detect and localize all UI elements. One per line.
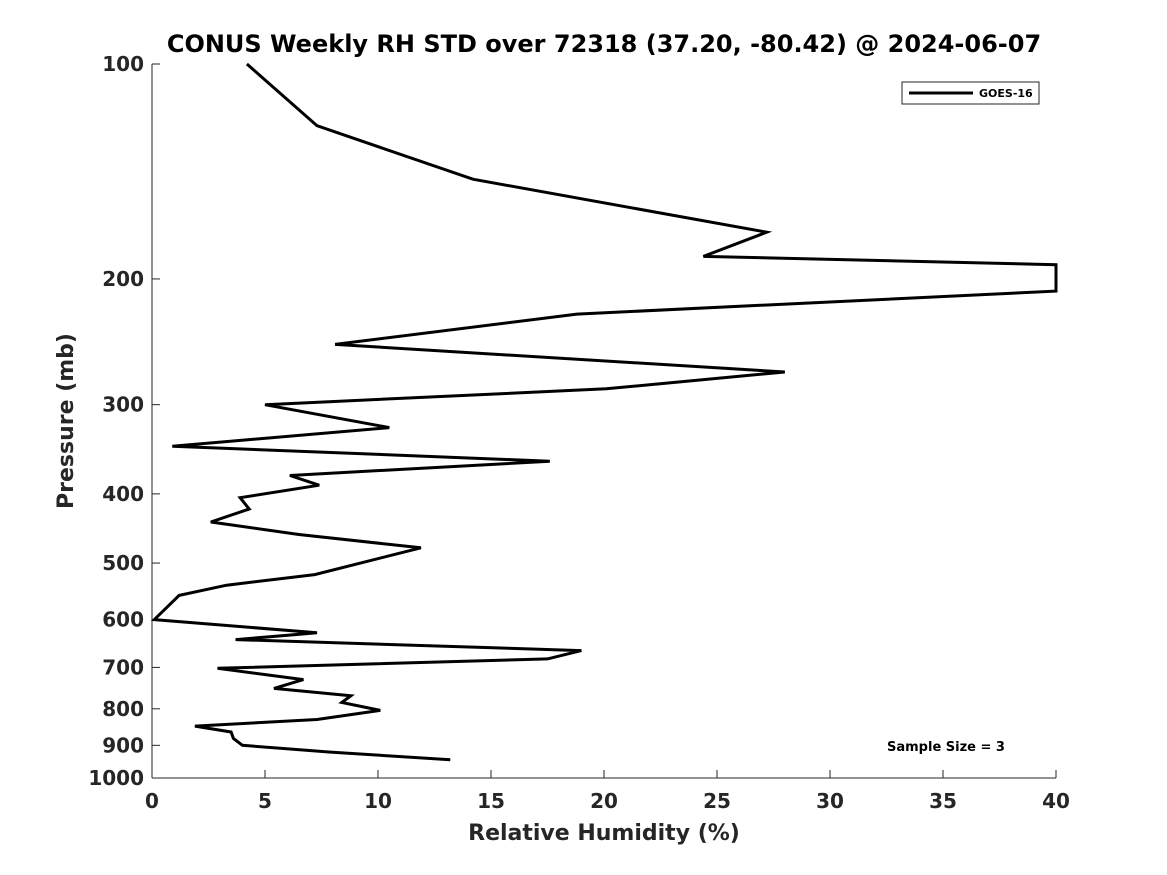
x-tick-label: 20 <box>590 789 618 813</box>
y-axis-ticks: 100 200 300 400 500 600 700 800 900 1000 <box>88 52 160 790</box>
x-tick-label: 15 <box>477 789 505 813</box>
x-tick-label: 25 <box>703 789 731 813</box>
y-axis-label: Pressure (mb) <box>54 333 79 509</box>
y-tick-label: 900 <box>102 733 144 757</box>
x-tick-label: 35 <box>929 789 957 813</box>
data-lines <box>150 62 1058 762</box>
y-tick-label: 100 <box>102 52 144 76</box>
x-tick-label: 5 <box>258 789 272 813</box>
series-line-goes-16 <box>150 62 1058 762</box>
x-axis-ticks: 0 5 10 15 20 25 30 35 40 <box>145 770 1070 813</box>
legend: GOES-16 <box>901 81 1040 105</box>
x-tick-label: 0 <box>145 789 159 813</box>
y-tick-label: 300 <box>102 393 144 417</box>
y-tick-label: 200 <box>102 267 144 291</box>
y-tick-label: 800 <box>102 697 144 721</box>
sample-size-annotation: Sample Size = 3 <box>887 740 1005 755</box>
legend-label-goes-16: GOES-16 <box>979 87 1033 100</box>
chart-title: CONUS Weekly RH STD over 72318 (37.20, -… <box>167 30 1041 58</box>
y-tick-label: 700 <box>102 655 144 679</box>
x-tick-label: 40 <box>1042 789 1070 813</box>
plot-axes <box>151 64 1056 779</box>
x-axis-label: Relative Humidity (%) <box>468 821 740 846</box>
y-tick-label: 1000 <box>88 766 144 790</box>
y-tick-label: 600 <box>102 608 144 632</box>
y-tick-label: 400 <box>102 482 144 506</box>
x-tick-label: 10 <box>364 789 392 813</box>
y-tick-label: 500 <box>102 551 144 575</box>
x-tick-label: 30 <box>816 789 844 813</box>
